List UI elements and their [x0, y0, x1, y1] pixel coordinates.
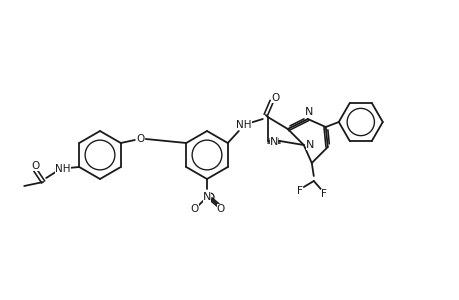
Text: N: N: [305, 140, 313, 150]
Text: F: F: [296, 186, 302, 196]
Text: O: O: [31, 161, 39, 171]
Text: O: O: [216, 204, 224, 214]
Text: N: N: [202, 192, 211, 202]
Text: NH: NH: [235, 120, 251, 130]
Text: N: N: [304, 107, 312, 117]
Text: NH: NH: [56, 164, 71, 174]
Text: N: N: [269, 137, 277, 147]
Text: F: F: [320, 189, 326, 199]
Text: O: O: [190, 204, 199, 214]
Text: O: O: [271, 93, 279, 103]
Text: O: O: [136, 134, 145, 144]
